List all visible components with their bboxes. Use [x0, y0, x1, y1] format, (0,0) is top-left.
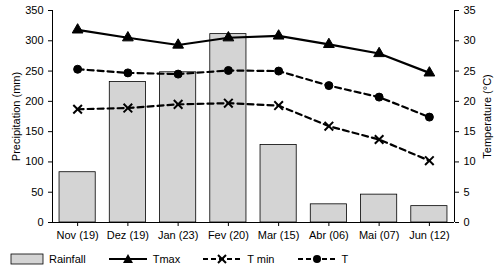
svg-text:20: 20 — [464, 95, 476, 107]
svg-text:50: 50 — [31, 186, 43, 198]
svg-text:250: 250 — [25, 65, 43, 77]
svg-text:15: 15 — [464, 125, 476, 137]
html-text:Tmax: Tmax — [152, 253, 181, 265]
svg-text:35: 35 — [464, 4, 476, 16]
html-text:T: T — [341, 253, 349, 265]
svg-text:Jan (23): Jan (23) — [158, 229, 198, 241]
svg-text:Nov (19): Nov (19) — [57, 229, 99, 241]
svg-text:150: 150 — [25, 125, 43, 137]
svg-text:Fev (20): Fev (20) — [208, 229, 249, 241]
svg-text:5: 5 — [464, 186, 470, 198]
svg-text:200: 200 — [25, 95, 43, 107]
svg-text:0: 0 — [464, 216, 470, 228]
svg-text:Dez (19): Dez (19) — [107, 229, 149, 241]
svg-text:Temperature (°C): Temperature (°C) — [481, 74, 493, 158]
html-text:T min: T min — [247, 253, 275, 265]
svg-text:100: 100 — [25, 155, 43, 167]
svg-text:Precipitation (mm): Precipitation (mm) — [10, 72, 22, 161]
svg-text:10: 10 — [464, 155, 476, 167]
svg-text:0: 0 — [37, 216, 43, 228]
svg-text:300: 300 — [25, 34, 43, 46]
svg-text:Jun (12): Jun (12) — [409, 229, 449, 241]
svg-text:25: 25 — [464, 65, 476, 77]
svg-text:Mar (15): Mar (15) — [258, 229, 300, 241]
svg-text:350: 350 — [25, 4, 43, 16]
svg-text:30: 30 — [464, 34, 476, 46]
html-text:Rainfall: Rainfall — [49, 253, 86, 265]
svg-text:Abr (06): Abr (06) — [309, 229, 349, 241]
svg-text:Mai (07): Mai (07) — [359, 229, 399, 241]
